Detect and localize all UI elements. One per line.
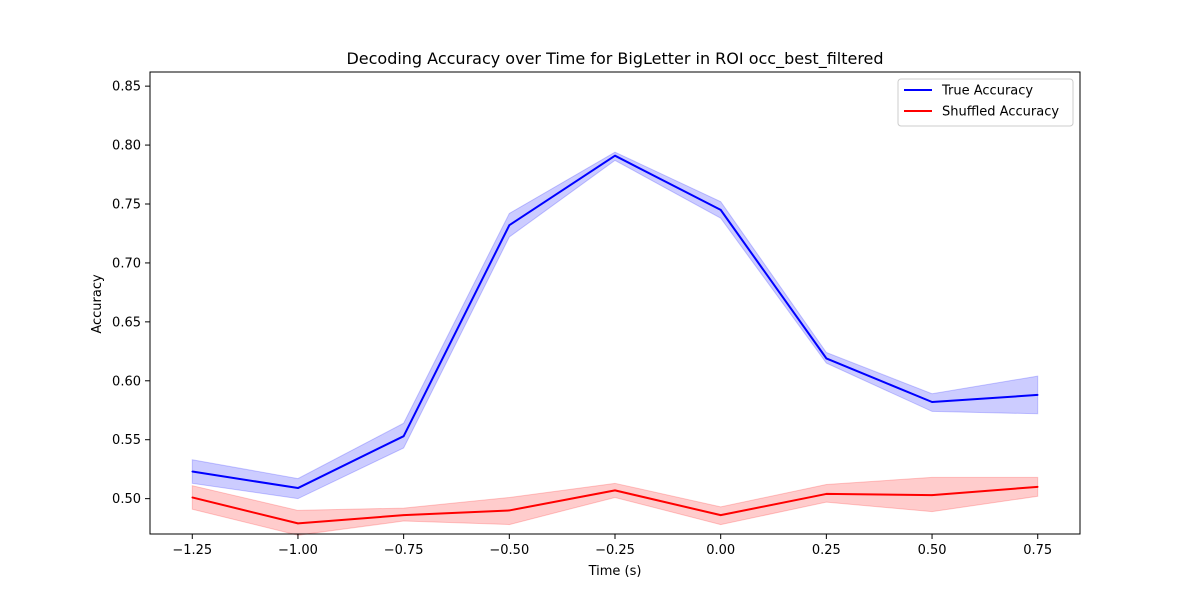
- y-tick-label: 0.60: [112, 374, 141, 389]
- data-point: [614, 154, 616, 157]
- x-tick-label: −1.00: [278, 543, 318, 558]
- x-tick-label: 0.00: [706, 543, 735, 558]
- x-tick-label: −0.25: [595, 543, 635, 558]
- data-point: [191, 470, 194, 473]
- confidence-band-shuffled-accuracy: [191, 476, 1039, 536]
- confidence-band-true-accuracy: [191, 151, 1039, 500]
- y-axis-ticks: 0.50 0.55 0.60 0.65 0.70 0.75 0.80 0.85: [112, 80, 150, 507]
- data-point: [719, 514, 722, 516]
- y-tick-label: 0.55: [112, 433, 141, 448]
- data-point: [297, 522, 299, 525]
- y-tick-label: 0.85: [112, 80, 141, 95]
- data-point: [931, 401, 933, 403]
- y-tick-label: 0.80: [112, 139, 141, 154]
- data-point: [402, 435, 405, 437]
- legend-box: [897, 78, 1074, 127]
- x-tick-label: 0.50: [918, 543, 947, 558]
- x-axis-label: Time (s): [588, 564, 642, 579]
- x-axis-ticks: −1.25 −1.00 −0.75 −0.50 −0.25 0.00 0.25 0.50 0.7…: [172, 534, 1052, 558]
- chart-title: Decoding Accuracy over Time for BigLette…: [346, 49, 883, 69]
- y-tick-label: 0.50: [112, 492, 141, 507]
- x-tick-label: −0.50: [489, 543, 529, 558]
- legend: True Accuracy Shuffled Accuracy: [897, 78, 1074, 127]
- y-tick-label: 0.70: [112, 256, 141, 271]
- x-tick-label: 0.75: [1023, 543, 1052, 558]
- data-point: [402, 514, 405, 516]
- confidence-bands: [191, 151, 1039, 536]
- data-point: [1036, 486, 1039, 488]
- data-point: [719, 209, 722, 211]
- series-lines: [191, 154, 1039, 525]
- legend-label: True Accuracy: [941, 84, 1033, 99]
- legend-label: Shuffled Accuracy: [942, 105, 1059, 120]
- x-tick-label: 0.25: [812, 543, 841, 558]
- data-point: [297, 487, 299, 489]
- data-point: [931, 494, 933, 496]
- data-point: [508, 509, 511, 512]
- y-axis-label: Accuracy: [90, 274, 105, 334]
- data-point: [614, 489, 616, 492]
- y-tick-label: 0.65: [112, 315, 141, 330]
- data-point: [191, 496, 194, 499]
- x-tick-label: −0.75: [384, 543, 424, 558]
- y-tick-label: 0.75: [112, 198, 141, 213]
- data-point: [825, 493, 828, 495]
- data-point: [508, 224, 511, 227]
- data-point: [825, 357, 828, 360]
- data-point: [1036, 394, 1039, 396]
- x-tick-label: −1.25: [172, 543, 212, 558]
